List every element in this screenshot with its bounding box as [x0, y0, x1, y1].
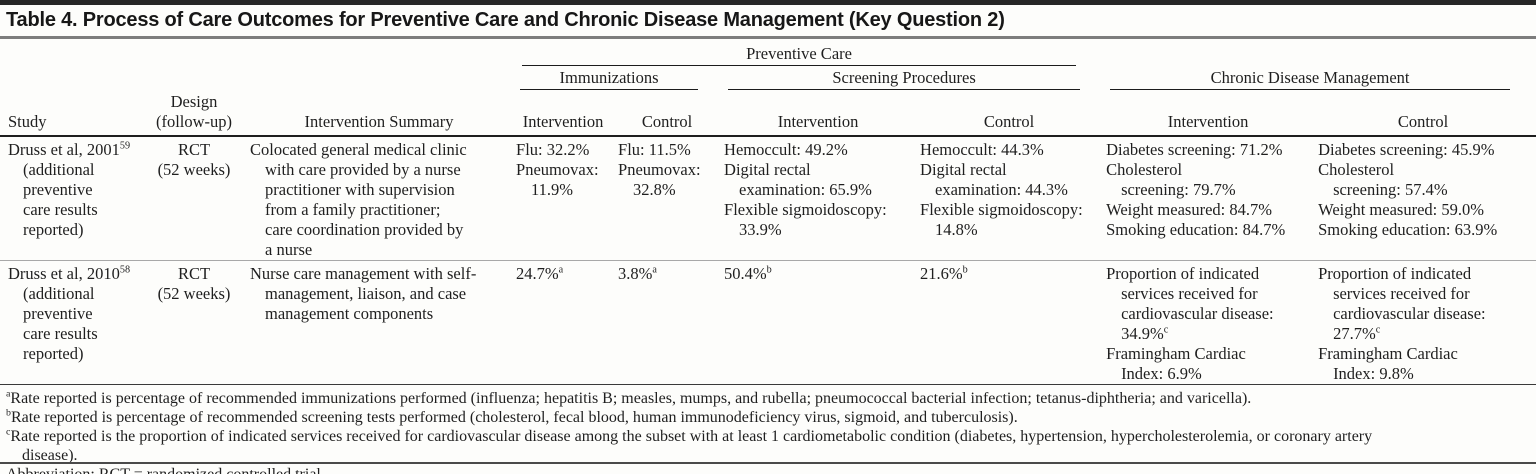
scr-control-cell: Hemoccult: 44.3% Digital rectal examinat…	[920, 136, 1107, 261]
group-preventive-care: Preventive Care	[516, 42, 1106, 66]
group-screening-procedures: Screening Procedures	[724, 66, 1106, 90]
imm-control-cell: Flu: 11.5% Pneumovax: 32.8%	[618, 136, 725, 261]
imm-intervention-cell: 24.7%a	[516, 260, 619, 385]
footnote-c: cRate reported is the proportion of indi…	[6, 426, 1373, 464]
table-title: Table 4. Process of Care Outcomes for Pr…	[6, 9, 1005, 31]
data-item: Flexible sigmoidoscopy: 14.8%	[920, 200, 1083, 239]
data-item: 3.8%a	[618, 264, 657, 283]
data-item: 24.7%a	[516, 264, 564, 283]
design-cell: RCT (52 weeks)	[146, 136, 250, 261]
summary-text: Nurse care management with self- managem…	[250, 264, 477, 323]
group-immunizations-label: Immunizations	[520, 68, 699, 90]
data-item: Diabetes screening: 71.2%	[1106, 140, 1283, 159]
footnote-b: bRate reported is percentage of recommen…	[6, 407, 1018, 426]
col-header-design: Design (follow-up)	[146, 90, 250, 137]
data-item: 50.4%b	[724, 264, 772, 283]
bottom-rule	[0, 462, 1536, 464]
title-rule	[0, 36, 1536, 39]
header-spacer	[0, 66, 516, 90]
scr-intervention-cell: Hemoccult: 49.2% Digital rectal examinat…	[724, 136, 921, 261]
group-immunizations: Immunizations	[516, 66, 724, 90]
footnote-a: aRate reported is percentage of recommen…	[6, 388, 1252, 407]
process-of-care-table: Preventive Care Immunizations Screening …	[0, 42, 1536, 385]
data-item: Digital rectal examination: 65.9%	[724, 160, 872, 199]
imm-intervention-cell: Flu: 32.2% Pneumovax: 11.9%	[516, 136, 619, 261]
design-cell: RCT (52 weeks)	[146, 260, 250, 385]
data-item: Hemoccult: 44.3%	[920, 140, 1044, 159]
group-chronic-disease-management-label: Chronic Disease Management	[1110, 68, 1511, 90]
scr-control-cell: 21.6%b	[920, 260, 1107, 385]
col-header-scr-control: Control	[920, 90, 1107, 137]
design-text: RCT (52 weeks)	[157, 264, 231, 303]
data-item: Flu: 32.2%	[516, 140, 590, 159]
table-row: Druss et al, 201058 (additional preventi…	[0, 260, 1536, 385]
data-item: Framingham Cardiac Index: 6.9%	[1106, 344, 1246, 383]
data-item: Cholesterol screening: 57.4%	[1318, 160, 1448, 199]
header-spacer	[1106, 42, 1536, 66]
header-group-row-2: Immunizations Screening Procedures Chron…	[0, 66, 1536, 90]
data-item: Hemoccult: 49.2%	[724, 140, 848, 159]
col-header-imm-control: Control	[618, 90, 725, 137]
group-screening-procedures-label: Screening Procedures	[728, 68, 1081, 90]
intervention-summary-cell: Colocated general medical clinic with ca…	[250, 136, 517, 261]
cdm-intervention-cell: Proportion of indicated services receive…	[1106, 260, 1319, 385]
header-column-row: Study Design (follow-up) Intervention Su…	[0, 90, 1536, 137]
col-header-imm-intervention: Intervention	[516, 90, 619, 137]
header-spacer	[0, 42, 516, 66]
col-header-study: Study	[0, 90, 146, 137]
cdm-control-cell: Diabetes screening: 45.9% Cholesterol sc…	[1318, 136, 1536, 261]
group-preventive-care-label: Preventive Care	[522, 44, 1077, 66]
study-text: Druss et al, 200159 (additional preventi…	[8, 140, 131, 239]
col-header-scr-intervention: Intervention	[724, 90, 921, 137]
study-cell: Druss et al, 200159 (additional preventi…	[0, 136, 146, 261]
design-text: RCT (52 weeks)	[157, 140, 231, 179]
table-row: Druss et al, 200159 (additional preventi…	[0, 136, 1536, 261]
data-item: Flexible sigmoidoscopy: 33.9%	[724, 200, 887, 239]
data-item: Pneumovax: 32.8%	[618, 160, 701, 199]
data-item: Framingham Cardiac Index: 9.8%	[1318, 344, 1458, 383]
header-group-row-1: Preventive Care	[0, 42, 1536, 66]
data-item: Smoking education: 84.7%	[1106, 220, 1286, 239]
data-item: Weight measured: 84.7%	[1106, 200, 1272, 219]
cdm-control-cell: Proportion of indicated services receive…	[1318, 260, 1536, 385]
data-item: Digital rectal examination: 44.3%	[920, 160, 1068, 199]
col-header-cdm-control: Control	[1318, 90, 1536, 137]
imm-control-cell: 3.8%a	[618, 260, 725, 385]
summary-text: Colocated general medical clinic with ca…	[250, 140, 467, 259]
col-header-intervention-summary: Intervention Summary	[250, 90, 517, 137]
data-item: Flu: 11.5%	[618, 140, 691, 159]
study-text: Druss et al, 201058 (additional preventi…	[8, 264, 131, 363]
data-item: Diabetes screening: 45.9%	[1318, 140, 1495, 159]
data-item: Weight measured: 59.0%	[1318, 200, 1484, 219]
top-rule	[0, 0, 1536, 5]
cdm-intervention-cell: Diabetes screening: 71.2% Cholesterol sc…	[1106, 136, 1319, 261]
data-item: Proportion of indicated services receive…	[1318, 264, 1486, 343]
intervention-summary-cell: Nurse care management with self- managem…	[250, 260, 517, 385]
data-item: Cholesterol screening: 79.7%	[1106, 160, 1236, 199]
data-item: Smoking education: 63.9%	[1318, 220, 1498, 239]
data-item: 21.6%b	[920, 264, 968, 283]
data-item: Pneumovax: 11.9%	[516, 160, 599, 199]
col-header-cdm-intervention: Intervention	[1106, 90, 1319, 137]
group-chronic-disease-management: Chronic Disease Management	[1106, 66, 1536, 90]
footnotes: aRate reported is percentage of recommen…	[0, 385, 1536, 474]
study-cell: Druss et al, 201058 (additional preventi…	[0, 260, 146, 385]
data-item: Proportion of indicated services receive…	[1106, 264, 1274, 343]
abbreviation-note: Abbreviation: RCT = randomized controlle…	[6, 465, 1528, 474]
scr-intervention-cell: 50.4%b	[724, 260, 921, 385]
